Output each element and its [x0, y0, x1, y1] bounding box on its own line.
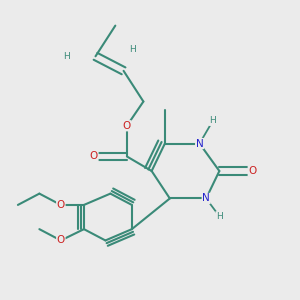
Text: H: H — [130, 45, 136, 54]
Text: N: N — [202, 194, 210, 203]
Text: N: N — [196, 139, 203, 148]
Text: O: O — [57, 236, 65, 245]
Text: O: O — [248, 166, 256, 176]
Text: O: O — [123, 121, 131, 131]
Text: H: H — [63, 52, 70, 61]
Text: H: H — [216, 212, 223, 221]
Text: H: H — [209, 116, 216, 125]
Text: O: O — [57, 200, 65, 210]
Text: O: O — [90, 152, 98, 161]
